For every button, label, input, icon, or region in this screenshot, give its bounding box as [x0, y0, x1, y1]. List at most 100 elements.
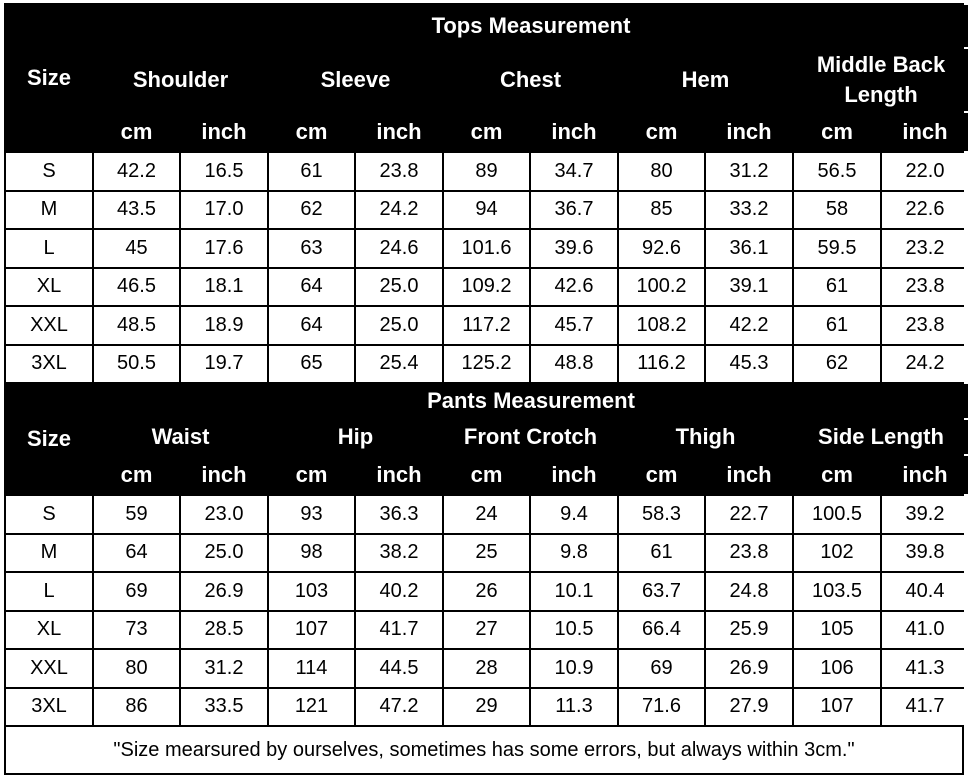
tops-value-cell: 42.2: [706, 307, 792, 344]
pants-value-cell: 114: [269, 650, 354, 687]
tops-value-cell: 61: [794, 268, 880, 305]
tops-value-cell: 109.2: [444, 268, 529, 305]
tops-value-cell: 92.6: [619, 230, 704, 267]
pants-value-cell: 11.3: [531, 688, 617, 725]
pants-group-header: Side Length: [794, 420, 968, 454]
tops-group-header: Shoulder: [94, 49, 267, 111]
tops-value-cell: 23.8: [882, 307, 968, 344]
pants-value-cell: 39.8: [882, 534, 968, 571]
pants-value-cell: 61: [619, 534, 704, 571]
pants-value-cell: 64: [94, 534, 179, 571]
pants-value-cell: 41.7: [882, 688, 968, 725]
pants-value-cell: 9.4: [531, 496, 617, 533]
tops-size-header: Size: [6, 5, 92, 151]
pants-value-cell: 73: [94, 611, 179, 648]
tops-size-cell: S: [6, 153, 92, 190]
tops-value-cell: 25.0: [356, 307, 442, 344]
tops-value-cell: 61: [794, 307, 880, 344]
tops-title: Tops Measurement: [94, 5, 968, 47]
pants-value-cell: 27.9: [706, 688, 792, 725]
pants-value-cell: 33.5: [181, 688, 267, 725]
pants-size-cell: 3XL: [6, 688, 92, 725]
pants-value-cell: 40.2: [356, 573, 442, 610]
pants-size-header: Size: [6, 384, 92, 494]
pants-value-cell: 29: [444, 688, 529, 725]
tops-value-cell: 116.2: [619, 345, 704, 382]
tops-value-cell: 45: [94, 230, 179, 267]
pants-value-cell: 22.7: [706, 496, 792, 533]
pants-unit-header: cm: [269, 456, 354, 494]
tops-value-cell: 64: [269, 307, 354, 344]
tops-value-cell: 17.0: [181, 191, 267, 228]
tops-value-cell: 22.6: [882, 191, 968, 228]
tops-group-header: Sleeve: [269, 49, 442, 111]
pants-unit-header: inch: [356, 456, 442, 494]
pants-group-header: Thigh: [619, 420, 792, 454]
tops-value-cell: 31.2: [706, 153, 792, 190]
tops-unit-header: inch: [531, 113, 617, 151]
pants-value-cell: 31.2: [181, 650, 267, 687]
tops-value-cell: 94: [444, 191, 529, 228]
pants-value-cell: 66.4: [619, 611, 704, 648]
pants-value-cell: 10.5: [531, 611, 617, 648]
tops-value-cell: 48.8: [531, 345, 617, 382]
pants-value-cell: 26.9: [706, 650, 792, 687]
tops-value-cell: 36.1: [706, 230, 792, 267]
pants-value-cell: 71.6: [619, 688, 704, 725]
pants-value-cell: 106: [794, 650, 880, 687]
tops-value-cell: 39.6: [531, 230, 617, 267]
pants-unit-header: inch: [882, 456, 968, 494]
tops-value-cell: 36.7: [531, 191, 617, 228]
pants-value-cell: 103.5: [794, 573, 880, 610]
pants-value-cell: 40.4: [882, 573, 968, 610]
tops-size-cell: XL: [6, 268, 92, 305]
tops-value-cell: 63: [269, 230, 354, 267]
pants-value-cell: 69: [619, 650, 704, 687]
tops-value-cell: 18.1: [181, 268, 267, 305]
tops-value-cell: 24.2: [882, 345, 968, 382]
tops-value-cell: 19.7: [181, 345, 267, 382]
pants-group-header: Hip: [269, 420, 442, 454]
tops-value-cell: 101.6: [444, 230, 529, 267]
tops-unit-header: inch: [882, 113, 968, 151]
tops-value-cell: 125.2: [444, 345, 529, 382]
tops-value-cell: 24.2: [356, 191, 442, 228]
tops-unit-header: cm: [619, 113, 704, 151]
pants-value-cell: 28: [444, 650, 529, 687]
pants-value-cell: 86: [94, 688, 179, 725]
tops-value-cell: 24.6: [356, 230, 442, 267]
pants-value-cell: 103: [269, 573, 354, 610]
pants-group-header: Front Crotch: [444, 420, 617, 454]
pants-value-cell: 107: [269, 611, 354, 648]
pants-value-cell: 41.7: [356, 611, 442, 648]
pants-value-cell: 24.8: [706, 573, 792, 610]
tops-unit-header: cm: [94, 113, 179, 151]
tops-value-cell: 16.5: [181, 153, 267, 190]
tops-value-cell: 117.2: [444, 307, 529, 344]
tops-unit-header: cm: [794, 113, 880, 151]
tops-value-cell: 61: [269, 153, 354, 190]
pants-size-cell: S: [6, 496, 92, 533]
pants-size-cell: XL: [6, 611, 92, 648]
tops-value-cell: 64: [269, 268, 354, 305]
pants-size-cell: XXL: [6, 650, 92, 687]
pants-value-cell: 93: [269, 496, 354, 533]
pants-value-cell: 28.5: [181, 611, 267, 648]
pants-value-cell: 41.3: [882, 650, 968, 687]
pants-value-cell: 69: [94, 573, 179, 610]
tops-unit-header: inch: [181, 113, 267, 151]
pants-value-cell: 102: [794, 534, 880, 571]
tops-value-cell: 59.5: [794, 230, 880, 267]
tops-value-cell: 23.2: [882, 230, 968, 267]
pants-value-cell: 58.3: [619, 496, 704, 533]
tops-value-cell: 25.4: [356, 345, 442, 382]
tops-group-header: Middle Back Length: [794, 49, 968, 111]
tops-size-cell: 3XL: [6, 345, 92, 382]
tops-value-cell: 89: [444, 153, 529, 190]
pants-title: Pants Measurement: [94, 384, 968, 418]
pants-value-cell: 9.8: [531, 534, 617, 571]
pants-value-cell: 100.5: [794, 496, 880, 533]
tops-value-cell: 25.0: [356, 268, 442, 305]
pants-value-cell: 36.3: [356, 496, 442, 533]
pants-value-cell: 41.0: [882, 611, 968, 648]
